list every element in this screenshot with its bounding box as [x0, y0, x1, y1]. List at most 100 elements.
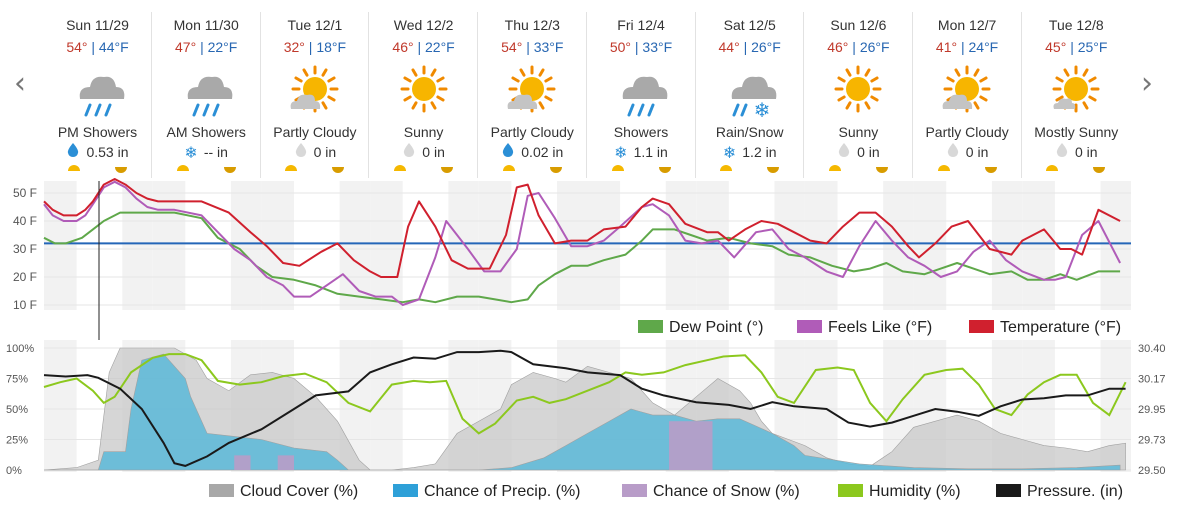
sunset-icon	[875, 167, 888, 173]
high-temp: 47°	[175, 39, 197, 55]
sunrise-sunset-icons	[285, 165, 345, 173]
day-card[interactable]: Sat 12/5 44° | 26°F ❄ Rain/Snow ❄ 1.2 in	[696, 12, 805, 178]
sunrise-sunset-icons	[1046, 165, 1106, 173]
precip-value: -- in	[203, 144, 228, 160]
condition-label: Rain/Snow	[715, 124, 784, 140]
mostly-sunny-icon	[1022, 59, 1130, 123]
y-tick-label-right: 29.95	[1138, 404, 1166, 416]
day-card[interactable]: Mon 11/30 47° | 22°F AM Showers ❄ -- in	[153, 12, 261, 178]
snow-chance-bar	[277, 455, 295, 470]
y-tick-label-left: 75%	[6, 374, 28, 386]
sunset-icon	[984, 167, 997, 173]
day-temps: 44° | 26°F	[718, 39, 781, 55]
night-shade	[230, 181, 262, 310]
precip-amount: 0 in	[914, 141, 1021, 163]
rain-showers-icon	[153, 59, 260, 123]
legend-label: Feels Like (°F)	[828, 319, 932, 336]
sunny-icon	[370, 59, 477, 123]
sunny-icon	[805, 59, 912, 123]
legend-label: Humidity (%)	[869, 483, 961, 500]
raindrop-icon	[501, 142, 515, 164]
snow-chance-bar	[234, 455, 251, 470]
night-shade	[122, 181, 153, 310]
condition-label: AM Showers	[166, 124, 246, 140]
sunrise-sunset-icons	[937, 165, 997, 173]
high-temp: 41°	[935, 39, 958, 55]
raindrop-icon	[946, 142, 960, 164]
sunrise-sunset-icons	[720, 165, 780, 173]
legend-swatch	[996, 484, 1021, 497]
day-card[interactable]: Tue 12/1 32° | 18°F Partly Cloudy 0 in	[261, 12, 370, 178]
high-temp: 54°	[66, 39, 88, 55]
day-temps: 32° | 18°F	[283, 39, 347, 55]
day-card[interactable]: Thu 12/3 54° | 33°F Partly Cloudy 0.02 in	[479, 12, 587, 178]
raindrop-icon	[1055, 142, 1069, 164]
night-shade	[339, 181, 371, 310]
sunset-icon	[223, 167, 236, 173]
y-tick-label-left: 50%	[6, 404, 28, 416]
day-name: Tue 12/8	[1048, 17, 1104, 33]
low-temp: 25°F	[1077, 39, 1108, 55]
night-shade	[804, 181, 838, 310]
high-temp: 46°	[392, 39, 414, 55]
previous-days-button[interactable]: ‹	[14, 66, 26, 101]
partly-cloudy-icon	[479, 59, 586, 123]
y-tick-label-right: 29.73	[1138, 435, 1166, 447]
precip-amount: 0 in	[370, 141, 477, 163]
legend-swatch	[969, 320, 994, 333]
day-name: Mon 11/30	[173, 17, 239, 33]
day-name: Mon 12/7	[937, 17, 997, 33]
sunrise-sunset-icons	[611, 165, 671, 173]
precip-amount: 0.02 in	[479, 141, 586, 163]
sunset-icon	[767, 167, 780, 173]
legend-label: Temperature (°F)	[1000, 319, 1121, 336]
low-temp: 22°F	[207, 39, 238, 55]
night-shade	[44, 181, 77, 310]
cloud-cover-area	[43, 347, 1126, 471]
precip-amount: ❄ 1.1 in	[588, 141, 695, 163]
day-card[interactable]: Tue 12/8 45° | 25°F Mostly Sunny 0 in	[1022, 12, 1130, 178]
sunrise-icon	[1046, 165, 1059, 171]
sunrise-icon	[176, 165, 189, 171]
condition-label: Partly Cloudy	[925, 124, 1009, 140]
high-temp: 44°	[718, 39, 740, 55]
low-temp: 18°F	[316, 39, 347, 55]
day-name: Sun 12/6	[830, 17, 887, 33]
precip-amount: 0 in	[261, 141, 368, 163]
day-temps: 46° | 26°F	[827, 39, 890, 55]
condition-label: Partly Cloudy	[490, 124, 574, 140]
y-tick-label: 20 F	[13, 270, 37, 284]
night-shade	[152, 181, 186, 310]
rain-snow-icon: ❄	[696, 59, 803, 123]
legend-swatch	[622, 484, 647, 497]
day-card[interactable]: Sun 12/6 46° | 26°F Sunny 0 in	[805, 12, 913, 178]
precip-amount: 0 in	[805, 141, 912, 163]
y-tick-label-left: 0%	[6, 465, 22, 477]
sunrise-icon	[285, 165, 298, 171]
low-temp: 24°F	[968, 39, 999, 55]
chevron-left-icon: ‹	[14, 66, 26, 101]
day-name: Thu 12/3	[504, 17, 560, 33]
y-tick-label: 40 F	[13, 214, 37, 228]
day-card[interactable]: Sun 11/29 54° | 44°F PM Showers 0.53 in	[44, 12, 152, 178]
next-days-button[interactable]: ›	[1141, 66, 1153, 101]
precip-amount: ❄ -- in	[153, 141, 260, 163]
y-tick-label: 30 F	[13, 242, 37, 256]
day-card[interactable]: Mon 12/7 41° | 24°F Partly Cloudy 0 in	[914, 12, 1022, 178]
raindrop-icon	[66, 142, 80, 164]
precip-amount: ❄ 1.2 in	[696, 141, 803, 163]
condition-label: Partly Cloudy	[273, 124, 357, 140]
precip-value: 0 in	[313, 144, 337, 160]
sunrise-sunset-icons	[502, 165, 562, 173]
y-tick-label: 50 F	[13, 186, 37, 200]
day-card[interactable]: Fri 12/4 50° | 33°F Showers ❄ 1.1 in	[588, 12, 696, 178]
sunset-icon	[332, 167, 345, 173]
day-name: Fri 12/4	[617, 17, 665, 33]
legend-label: Cloud Cover (%)	[240, 483, 358, 500]
high-temp: 54°	[501, 39, 523, 55]
partly-cloudy-icon	[261, 59, 368, 123]
day-card[interactable]: Wed 12/2 46° | 22°F Sunny 0 in	[370, 12, 479, 178]
raindrop-icon	[294, 142, 308, 164]
y-tick-label-right: 30.17	[1138, 374, 1166, 386]
sunrise-icon	[611, 165, 624, 171]
